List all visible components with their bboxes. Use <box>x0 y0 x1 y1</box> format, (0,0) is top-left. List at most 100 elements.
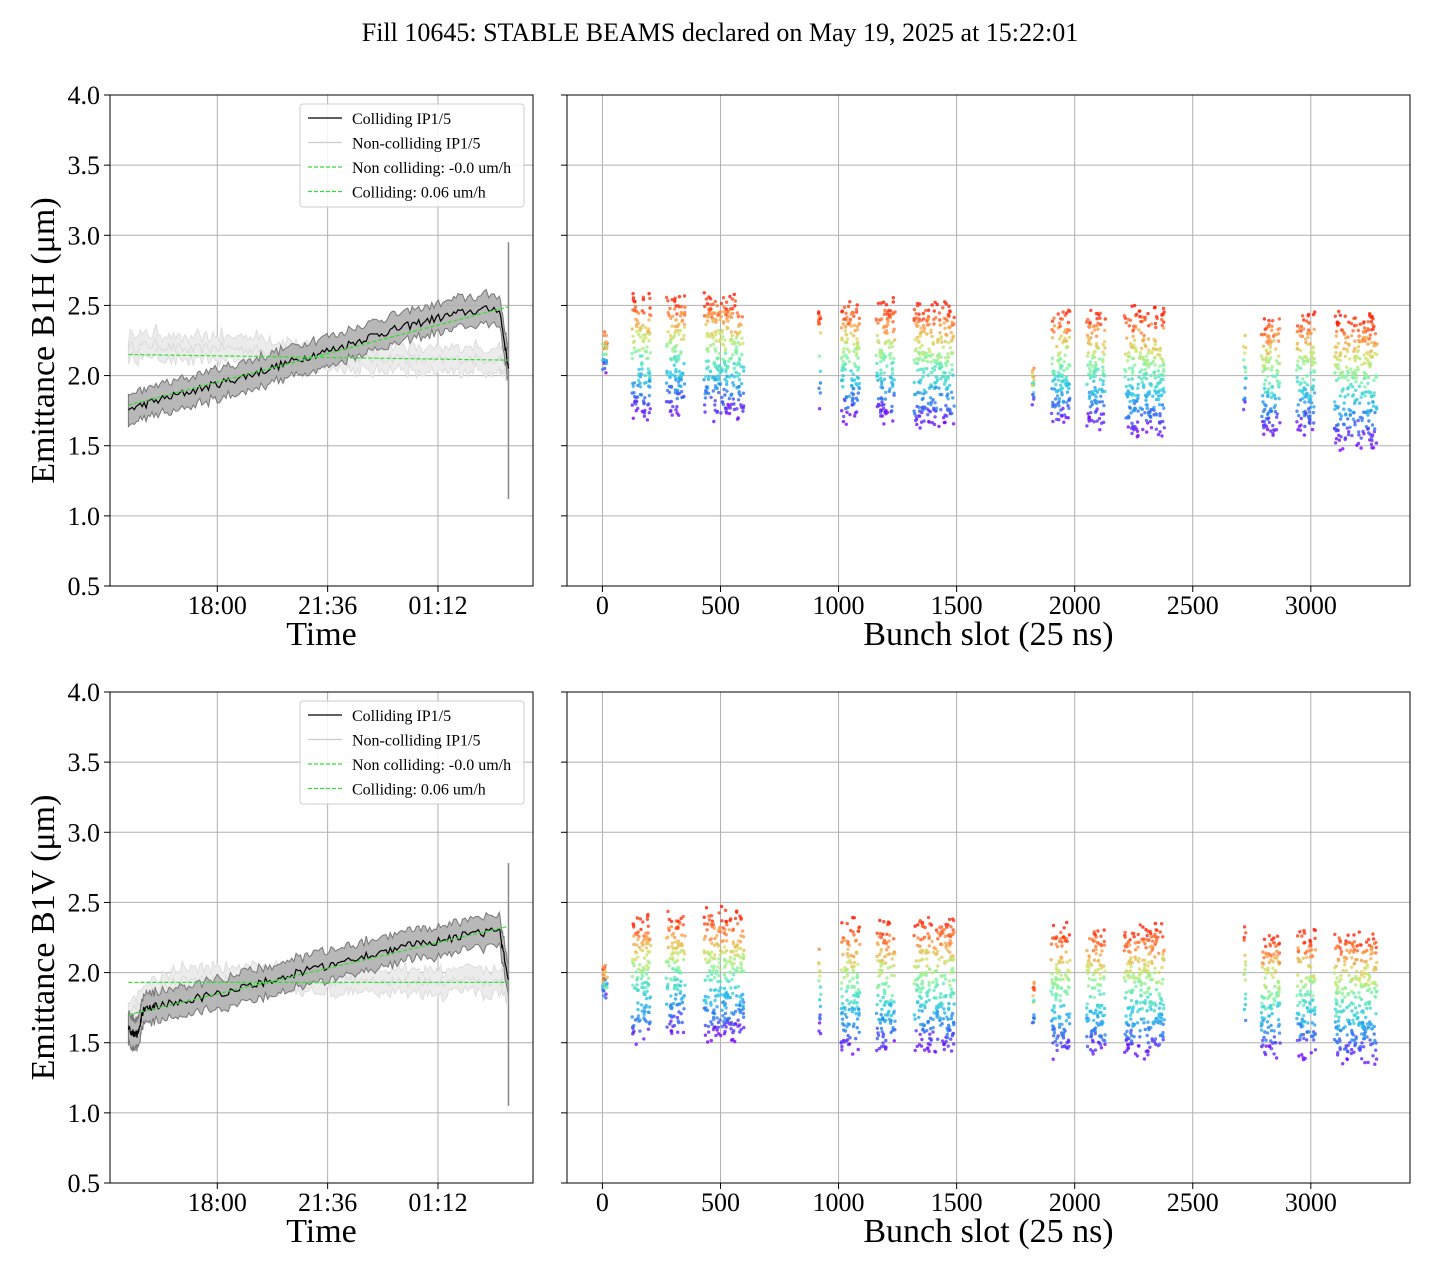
bunch-point <box>728 955 733 960</box>
bunch-point <box>712 1008 716 1012</box>
bunch-point <box>710 311 715 315</box>
bunch-point <box>1268 1044 1272 1048</box>
bunch-point <box>946 352 950 356</box>
bunch-point <box>680 318 685 322</box>
bunch-point <box>1297 424 1302 429</box>
bunch-point <box>1295 420 1299 424</box>
bunch-point <box>855 975 860 979</box>
bunch-point <box>1269 958 1273 962</box>
bunch-point <box>1124 990 1129 995</box>
bunch-point <box>638 385 643 389</box>
bunch-point <box>1278 361 1282 366</box>
bunch-point <box>1369 948 1374 952</box>
bunch-point <box>1051 369 1055 373</box>
bunch-point <box>886 320 890 324</box>
bunch-point <box>643 980 647 985</box>
bunch-point <box>1129 956 1133 960</box>
bunch-point <box>1157 970 1161 975</box>
bunch-point <box>668 341 673 345</box>
bunch-point <box>1056 312 1060 316</box>
bunch-point <box>936 931 940 935</box>
bunch-point <box>841 359 845 363</box>
bunch-point <box>709 395 713 400</box>
bunch-point <box>1268 942 1272 946</box>
bunch-point <box>1062 360 1066 364</box>
bunch-point <box>1147 324 1151 328</box>
bunch-point <box>888 933 892 937</box>
bunch-point <box>640 362 644 366</box>
bunch-point <box>1372 344 1376 348</box>
bunch-point <box>850 396 855 400</box>
bunch-point <box>702 378 706 382</box>
bunch-point <box>1242 358 1246 362</box>
bunch-point <box>944 1039 948 1044</box>
bunch-point <box>1342 347 1346 351</box>
x-tick-label: 01:12 <box>408 591 467 620</box>
bunch-point <box>715 1016 719 1020</box>
bunch-point <box>1087 954 1091 958</box>
bunch-point <box>1056 389 1060 393</box>
bunch-point <box>1161 952 1165 957</box>
bunch-point <box>879 376 883 380</box>
bunch-point <box>1366 328 1371 332</box>
bunch-point <box>601 994 606 998</box>
bunch-point <box>880 408 884 413</box>
bunch-point <box>914 418 918 423</box>
bunch-point <box>720 369 724 373</box>
bunch-point <box>929 328 933 332</box>
bunch-point <box>1144 377 1149 381</box>
bunch-point <box>1371 400 1375 404</box>
bunch-point <box>1267 416 1271 420</box>
bunch-point <box>884 1038 888 1043</box>
bunch-point <box>639 977 644 981</box>
y-tick-label: 0.5 <box>68 1169 101 1198</box>
bunch-point <box>1098 1034 1102 1038</box>
bunch-point <box>892 1000 896 1004</box>
bunch-point <box>943 413 947 417</box>
bunch-point <box>851 977 855 981</box>
bunch-point <box>1151 346 1155 351</box>
bunch-point <box>722 986 727 991</box>
bunch-point <box>647 384 651 388</box>
bunch-point <box>946 923 950 927</box>
bunch-point <box>892 973 897 978</box>
bunch-point <box>1090 402 1095 407</box>
bunch-point <box>1143 966 1147 971</box>
bunch-point <box>941 416 946 420</box>
bunch-point <box>912 358 917 362</box>
bunch-point <box>682 382 687 386</box>
bunch-point <box>670 324 674 328</box>
bunch-point <box>742 1000 746 1004</box>
bunch-point <box>722 1032 727 1036</box>
bunch-point <box>1065 960 1070 964</box>
bunch-point <box>1295 346 1299 351</box>
bunch-point <box>931 398 935 402</box>
bunch-point <box>1094 367 1098 371</box>
bunch-point <box>1132 303 1137 308</box>
bunch-point <box>946 376 950 381</box>
bunch-point <box>1152 370 1157 374</box>
bunch-point <box>920 971 924 975</box>
bunch-point <box>927 347 931 351</box>
bunch-point <box>734 1003 739 1007</box>
bunch-point <box>1054 936 1058 941</box>
bunch-point <box>1297 355 1302 359</box>
bunch-point <box>642 401 646 405</box>
bunch-point <box>1057 968 1061 973</box>
bunch-point <box>939 1005 943 1009</box>
bunch-point <box>1300 1017 1305 1021</box>
bunch-point <box>672 1023 677 1028</box>
bunch-point <box>888 375 892 379</box>
bunch-point <box>702 922 707 926</box>
bunch-point <box>930 303 934 307</box>
bunch-point <box>939 377 943 381</box>
bunch-point <box>1153 966 1157 971</box>
bunch-point <box>1298 398 1303 402</box>
bunch-point <box>939 355 943 359</box>
bunch-point <box>888 387 892 391</box>
bunch-point <box>891 296 895 300</box>
bunch-point <box>927 353 931 358</box>
bunch-point <box>646 329 650 333</box>
bunch-point <box>703 396 708 400</box>
bunch-point <box>1125 358 1130 363</box>
